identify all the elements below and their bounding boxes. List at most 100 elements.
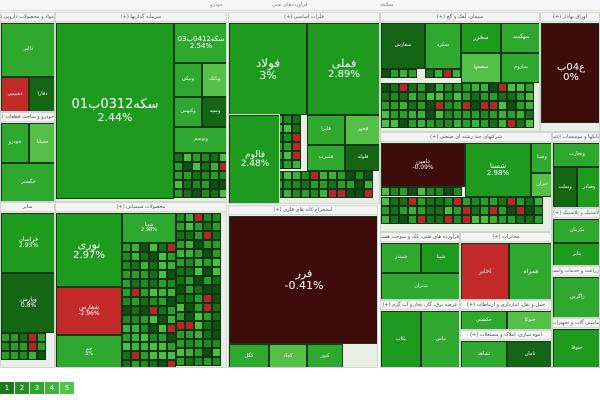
minor-stock-tile[interactable] [1,333,10,342]
minor-stock-tile[interactable] [480,83,489,92]
minor-stock-tile[interactable] [292,171,301,180]
minor-stock-tile[interactable] [185,357,194,366]
stock-tile[interactable]: ثشاهد [461,341,507,367]
minor-stock-tile[interactable] [480,101,489,110]
minor-stock-tile[interactable] [192,180,201,189]
minor-stock-tile[interactable] [149,261,158,270]
minor-stock-tile[interactable] [435,83,444,92]
stock-tile[interactable]: وسپه [202,97,226,127]
minor-stock-tile[interactable] [381,83,390,92]
stock-tile[interactable]: فخوز [345,115,379,145]
minor-stock-tile[interactable] [174,180,183,189]
minor-stock-tile[interactable] [507,101,516,110]
sector-block[interactable]: اوراق بهادار (+) ع04ب 0% [540,12,600,132]
minor-stock-tile[interactable] [283,115,292,124]
sector-block[interactable]: محصولات شیمیایی (+) نوری 2.97% شفارس -2.96% ج… [55,202,227,368]
minor-stock-tile[interactable] [149,342,158,351]
stock-tile[interactable]: دشیمی [1,77,29,111]
minor-stock-tile[interactable] [167,252,176,261]
minor-stock-tile[interactable] [462,215,471,224]
minor-stock-tile[interactable] [480,119,489,128]
minor-stock-tile[interactable] [140,288,149,297]
minor-stock-tile[interactable] [417,197,426,206]
minor-stock-tile[interactable] [212,357,221,366]
minor-stock-tile[interactable] [158,297,167,306]
minor-stock-tile[interactable] [471,119,480,128]
minor-stock-tile[interactable] [310,180,319,189]
minor-stock-tile[interactable] [158,261,167,270]
minor-stock-tile[interactable] [516,92,525,101]
minor-stock-tile[interactable] [462,206,471,215]
minor-stock-tile[interactable] [319,189,328,198]
minor-stock-tile[interactable] [149,297,158,306]
minor-stock-tile[interactable] [390,197,399,206]
stock-tile[interactable]: دفارا [29,77,54,111]
stock-tile[interactable]: ختوقا [553,329,599,367]
minor-stock-tile[interactable] [399,187,408,196]
minor-stock-tile[interactable] [183,180,192,189]
minor-stock-tile[interactable] [176,348,185,357]
sector-block[interactable]: بانکها و موسسات اعتباری (+) وتجارت وبملت وص… [552,132,600,208]
minor-stock-tile[interactable] [408,197,417,206]
minor-stock-tile[interactable] [194,330,203,339]
minor-stock-tile[interactable] [444,101,453,110]
minor-stock-tile[interactable] [381,69,390,78]
minor-stock-tile[interactable] [19,342,28,351]
minor-stock-tile[interactable] [185,321,194,330]
minor-stock-tile[interactable] [192,171,201,180]
sector-block[interactable]: مخابرات (+) اخابر همراه [460,232,552,300]
minor-stock-tile[interactable] [203,303,212,312]
minor-stock-tile[interactable] [203,213,212,222]
minor-stock-tile[interactable] [337,171,346,180]
minor-stock-tile[interactable] [167,360,176,367]
minor-stock-tile[interactable] [192,153,201,162]
minor-stock-tile[interactable] [203,294,212,303]
minor-stock-tile[interactable] [176,222,185,231]
minor-stock-tile[interactable] [507,206,516,215]
minor-stock-tile[interactable] [381,206,390,215]
stock-tile[interactable]: دامین -0.09% [381,143,465,187]
minor-stock-tile[interactable] [507,92,516,101]
minor-stock-tile[interactable] [140,360,149,367]
minor-stock-tile[interactable] [203,258,212,267]
minor-stock-tile[interactable] [194,222,203,231]
minor-stock-tile[interactable] [158,333,167,342]
minor-stock-tile[interactable] [452,69,461,78]
legend-step-2[interactable]: 2 [15,382,29,394]
minor-stock-tile[interactable] [194,339,203,348]
minor-stock-tile[interactable] [167,270,176,279]
minor-stock-tile[interactable] [292,124,301,133]
minor-stock-tile[interactable] [174,162,183,171]
minor-stock-tile[interactable] [212,321,221,330]
minor-stock-tile[interactable] [426,92,435,101]
minor-stock-tile[interactable] [203,240,212,249]
minor-stock-tile[interactable] [471,215,480,224]
stock-tile[interactable]: نوری 2.97% [56,213,122,287]
minor-stock-tile[interactable] [210,153,219,162]
minor-stock-tile[interactable] [426,206,435,215]
minor-stock-tile[interactable] [480,197,489,206]
minor-stock-tile[interactable] [176,339,185,348]
minor-stock-tile[interactable] [149,288,158,297]
minor-stock-tile[interactable] [219,162,226,171]
stock-tile[interactable]: سهگمت [501,23,539,53]
minor-stock-tile[interactable] [203,321,212,330]
minor-stock-tile[interactable] [471,206,480,215]
minor-stock-tile[interactable] [203,348,212,357]
minor-stock-tile[interactable] [37,342,46,351]
minor-stock-tile[interactable] [328,189,337,198]
minor-stock-tile[interactable] [185,240,194,249]
minor-stock-tile[interactable] [516,83,525,92]
minor-stock-tile[interactable] [122,252,131,261]
minor-stock-tile[interactable] [355,189,364,198]
minor-stock-tile[interactable] [28,342,37,351]
minor-stock-tile[interactable] [131,333,140,342]
minor-stock-tile[interactable] [122,360,131,367]
minor-stock-tile[interactable] [194,285,203,294]
minor-stock-tile[interactable] [219,189,226,198]
minor-stock-tile[interactable] [390,83,399,92]
minor-stock-tile[interactable] [10,333,19,342]
stock-tile[interactable]: شتران [381,273,459,299]
minor-stock-tile[interactable] [174,189,183,198]
stock-tile[interactable]: ثامان [507,341,551,367]
